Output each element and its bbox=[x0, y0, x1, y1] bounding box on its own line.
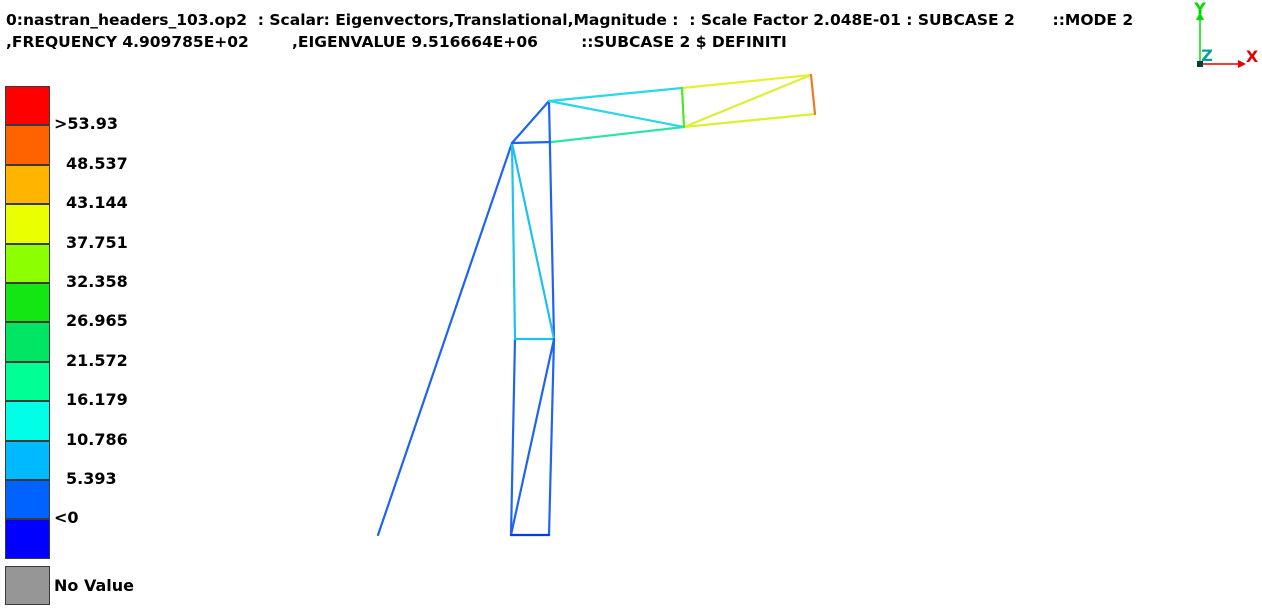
legend-color-band bbox=[5, 480, 50, 520]
legend-value-label: 26.965 bbox=[66, 311, 128, 331]
legend-value-label: 48.537 bbox=[66, 153, 128, 173]
legend-value-label: 10.786 bbox=[66, 429, 128, 449]
legend-color-band bbox=[5, 164, 50, 205]
legend-no-value-label: No Value bbox=[54, 576, 134, 595]
element-edge bbox=[547, 337, 556, 537]
legend-value-label: 32.358 bbox=[66, 272, 128, 291]
legend-color-band bbox=[5, 519, 50, 559]
legend-value-label: <0 bbox=[54, 508, 79, 528]
element-edge bbox=[682, 112, 817, 129]
y-axis-arrow-icon bbox=[1196, 12, 1204, 20]
legend-value-label: 5.393 bbox=[66, 469, 117, 488]
legend-value-label: 43.144 bbox=[66, 193, 128, 213]
legend-color-band bbox=[5, 361, 50, 402]
legend-color-band bbox=[5, 204, 50, 244]
coordinate-triad: Y X Z bbox=[1193, 0, 1259, 68]
element-edge bbox=[510, 141, 517, 341]
element-edge bbox=[547, 99, 686, 129]
element-edge bbox=[510, 99, 551, 145]
element-edge bbox=[547, 86, 684, 103]
legend-color-band bbox=[5, 243, 50, 283]
legend-no-value-swatch bbox=[5, 566, 50, 605]
legend-value-label: >53.93 bbox=[54, 114, 119, 134]
element-edge bbox=[547, 99, 556, 341]
legend-value-label: 37.751 bbox=[66, 232, 128, 252]
legend-color-band bbox=[5, 322, 50, 362]
element-edge bbox=[680, 73, 813, 90]
legend-color-band bbox=[5, 401, 50, 441]
x-axis-label: X bbox=[1246, 47, 1259, 66]
z-axis-origin-icon bbox=[1197, 61, 1203, 67]
legend-color-band bbox=[5, 440, 50, 480]
legend-color-band bbox=[5, 283, 50, 323]
element-edge bbox=[809, 73, 817, 116]
result-title-line-2: ,FREQUENCY 4.909785E+02 ,EIGENVALUE 9.51… bbox=[6, 33, 787, 51]
element-edge bbox=[680, 86, 686, 129]
legend-value-label: 21.572 bbox=[66, 350, 128, 370]
element-edge bbox=[509, 337, 517, 537]
legend-color-band bbox=[5, 125, 50, 165]
result-title-line-1: 0:nastran_headers_103.op2 : Scalar: Eige… bbox=[6, 11, 1134, 29]
element-edge bbox=[550, 125, 686, 144]
z-axis-label: Z bbox=[1201, 46, 1213, 65]
legend-value-label: 16.179 bbox=[66, 390, 128, 410]
element-edge bbox=[376, 141, 514, 537]
element-edge bbox=[682, 73, 813, 129]
element-edge bbox=[510, 141, 556, 341]
element-edge bbox=[510, 140, 554, 145]
legend-color-band bbox=[5, 86, 50, 126]
y-axis-label: Y bbox=[1193, 0, 1206, 18]
element-edge bbox=[509, 337, 556, 537]
x-axis-arrow-icon bbox=[1238, 60, 1246, 68]
